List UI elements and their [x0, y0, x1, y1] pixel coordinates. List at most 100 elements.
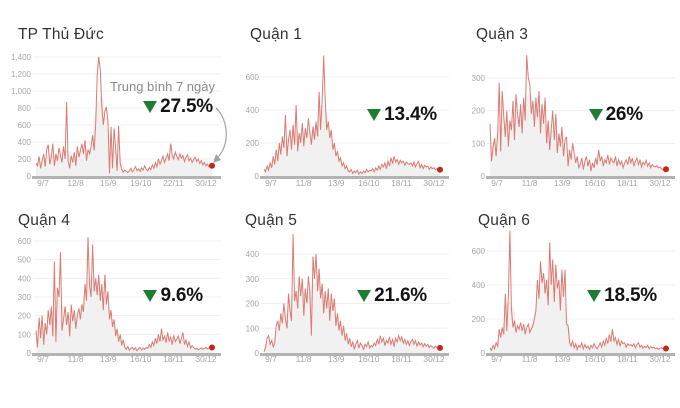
svg-text:800: 800 [18, 104, 32, 113]
svg-text:0: 0 [481, 349, 486, 358]
svg-text:400: 400 [472, 281, 486, 290]
svg-text:11/8: 11/8 [522, 178, 538, 188]
svg-text:18/11: 18/11 [391, 354, 412, 364]
change-annotation: 27.5% [143, 96, 213, 118]
svg-text:100: 100 [18, 330, 32, 339]
svg-text:9/7: 9/7 [491, 178, 503, 188]
svg-text:300: 300 [18, 293, 32, 302]
change-value: 18.5% [604, 285, 657, 306]
svg-text:30/12: 30/12 [195, 354, 217, 364]
svg-text:11/8: 11/8 [522, 354, 538, 364]
svg-text:9/7: 9/7 [265, 354, 277, 364]
svg-text:400: 400 [18, 274, 32, 283]
svg-text:30/12: 30/12 [649, 354, 671, 364]
svg-text:11/8: 11/8 [296, 178, 312, 188]
down-triangle-icon [587, 290, 602, 302]
svg-text:15/9: 15/9 [100, 178, 117, 188]
svg-text:0: 0 [481, 172, 486, 181]
chart-title: Quận 6 [478, 212, 531, 229]
chart-title: Quận 4 [18, 212, 71, 229]
svg-text:13/9: 13/9 [328, 178, 345, 188]
change-value: 27.5% [160, 96, 213, 117]
svg-text:1,000: 1,000 [11, 87, 32, 96]
svg-text:30/12: 30/12 [649, 178, 671, 188]
svg-text:11/8: 11/8 [68, 354, 84, 364]
svg-text:200: 200 [246, 139, 260, 148]
svg-text:300: 300 [246, 275, 260, 284]
chart-title: TP Thủ Đức [18, 26, 104, 43]
chart-card-quan-1: 0 200 400 600 9/7 11/8 13/9 16/10 18/11 30/12 Quậ… [228, 0, 454, 204]
svg-text:0: 0 [27, 349, 32, 358]
svg-text:18/11: 18/11 [617, 178, 638, 188]
svg-text:18/11: 18/11 [391, 178, 412, 188]
svg-text:100: 100 [472, 139, 486, 148]
svg-text:19/10: 19/10 [130, 178, 152, 188]
svg-text:600: 600 [18, 237, 32, 246]
svg-text:13/9: 13/9 [554, 354, 571, 364]
change-value: 13.4% [384, 104, 437, 125]
svg-text:400: 400 [246, 250, 260, 259]
plot-tp-thu-duc: 0 200 400 600 800 1,000 1,200 1,400 9/7 12/8 15/9 1… [11, 53, 227, 188]
plot-quan-5: 0 100 200 300 400 9/7 11/8 13/9 16/10 18/11 30/12 [246, 234, 449, 364]
chart-card-quan-3: 0 100 200 300 9/7 11/8 13/9 16/10 18/11 30/12 Quậ… [454, 0, 680, 204]
chart-card-quan-6: 0 200 400 600 9/7 11/8 13/9 16/10 18/11 30/12 Quậ… [454, 200, 680, 404]
svg-text:200: 200 [18, 155, 32, 164]
svg-text:500: 500 [18, 256, 32, 265]
change-value: 26% [605, 104, 644, 125]
chart-title: Quận 3 [476, 26, 529, 43]
svg-text:9/7: 9/7 [37, 354, 49, 364]
chart-card-quan-4: 0 100 200 300 400 500 600 9/7 11/8 13/9 16/10 18/11… [0, 200, 228, 404]
change-annotation: 26% [588, 104, 644, 126]
change-annotation: 21.6% [357, 285, 427, 307]
svg-text:100: 100 [246, 324, 260, 333]
chart-card-quan-5: 0 100 200 300 400 9/7 11/8 13/9 16/10 18/11 30/12 … [228, 200, 454, 404]
svg-text:16/10: 16/10 [584, 354, 606, 364]
svg-text:18/11: 18/11 [617, 354, 638, 364]
moving-average-label: Trung bình 7 ngày [109, 79, 215, 94]
svg-text:400: 400 [18, 138, 32, 147]
down-triangle-icon [588, 109, 603, 121]
svg-text:600: 600 [472, 247, 486, 256]
svg-text:1,200: 1,200 [11, 70, 32, 79]
change-annotation: 18.5% [587, 285, 657, 307]
change-value: 9.6% [160, 285, 203, 306]
svg-text:30/12: 30/12 [423, 354, 445, 364]
svg-text:200: 200 [18, 312, 32, 321]
svg-text:1,400: 1,400 [11, 53, 32, 62]
down-triangle-icon [143, 101, 158, 113]
svg-text:0: 0 [27, 172, 32, 181]
down-triangle-icon [367, 109, 382, 121]
svg-text:11/8: 11/8 [296, 354, 312, 364]
svg-text:13/9: 13/9 [100, 354, 117, 364]
svg-text:200: 200 [246, 300, 260, 309]
chart-title: Quận 5 [245, 212, 298, 229]
svg-text:200: 200 [472, 107, 486, 116]
svg-text:300: 300 [472, 74, 486, 83]
change-value: 21.6% [374, 285, 427, 306]
svg-text:200: 200 [472, 315, 486, 324]
svg-text:18/11: 18/11 [163, 354, 184, 364]
change-annotation: 9.6% [143, 285, 203, 307]
down-triangle-icon [143, 290, 158, 302]
svg-text:22/11: 22/11 [163, 178, 184, 188]
svg-text:0: 0 [255, 172, 260, 181]
plot-quan-4: 0 100 200 300 400 500 600 9/7 11/8 13/9 16/10 18/11… [18, 237, 221, 364]
change-annotation: 13.4% [367, 104, 437, 126]
chart-card-tp-thu-duc: 0 200 400 600 800 1,000 1,200 1,400 9/7 12/8 15/9 1… [0, 0, 228, 204]
svg-text:9/7: 9/7 [265, 178, 277, 188]
plot-quan-6: 0 200 400 600 9/7 11/8 13/9 16/10 18/11 30/12 [472, 230, 675, 364]
svg-text:600: 600 [18, 121, 32, 130]
svg-text:16/10: 16/10 [358, 354, 380, 364]
svg-text:16/10: 16/10 [584, 178, 606, 188]
svg-text:13/9: 13/9 [328, 354, 345, 364]
svg-text:13/9: 13/9 [554, 178, 571, 188]
svg-text:30/12: 30/12 [195, 178, 217, 188]
svg-text:16/10: 16/10 [358, 178, 380, 188]
plot-quan-3: 0 100 200 300 9/7 11/8 13/9 16/10 18/11 30/12 [472, 55, 675, 188]
chart-title: Quận 1 [250, 26, 303, 43]
svg-text:9/7: 9/7 [37, 178, 49, 188]
plot-quan-1: 0 200 400 600 9/7 11/8 13/9 16/10 18/11 30/12 [246, 55, 449, 188]
svg-text:400: 400 [246, 106, 260, 115]
svg-text:600: 600 [246, 73, 260, 82]
